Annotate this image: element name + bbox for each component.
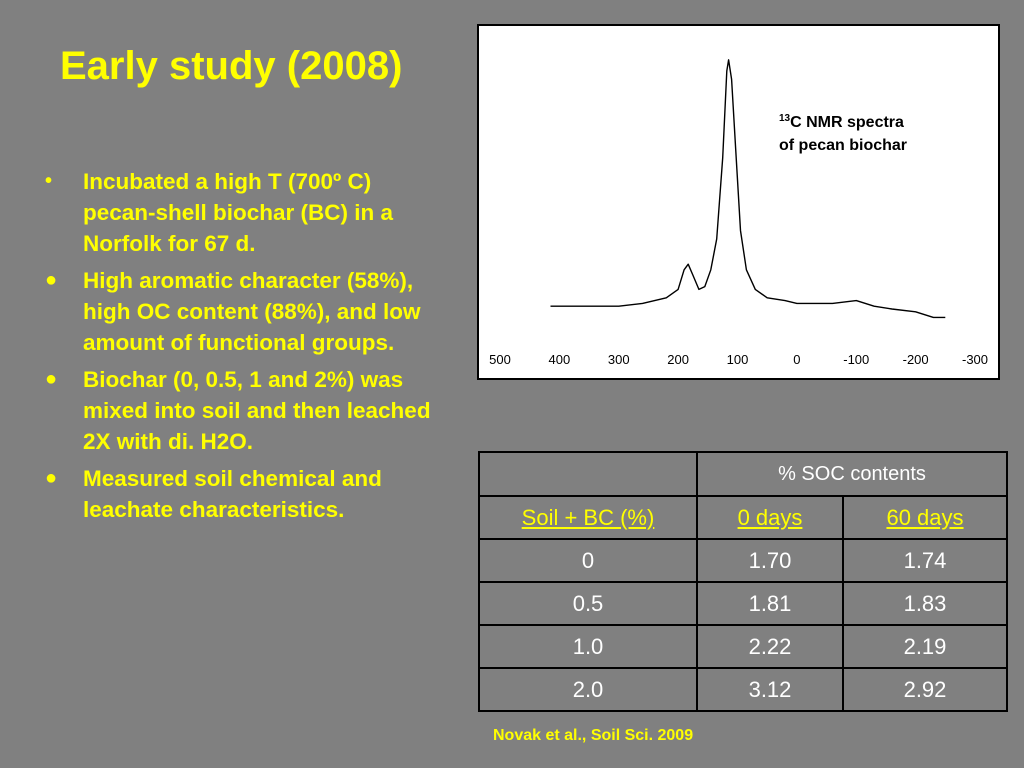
table-row: Soil + BC (%) 0 days 60 days [478, 495, 1008, 540]
bullet-item: ● High aromatic character (58%), high OC … [45, 265, 440, 358]
bullet-item: • Incubated a high T (700º C) pecan-shell… [45, 166, 440, 259]
x-tick-label: -200 [903, 352, 929, 367]
x-tick-label: 400 [549, 352, 571, 367]
table-cell: 0.5 [478, 581, 698, 626]
table-cell [478, 451, 698, 497]
x-tick-label: -100 [843, 352, 869, 367]
column-header: 60 days [842, 495, 1008, 540]
x-tick-label: -300 [962, 352, 988, 367]
table-cell: 1.74 [842, 538, 1008, 583]
citation: Novak et al., Soil Sci. 2009 [493, 727, 694, 744]
table-cell: 1.81 [696, 581, 844, 626]
x-tick-label: 100 [727, 352, 749, 367]
table-cell: 2.0 [478, 667, 698, 712]
bullet-list: • Incubated a high T (700º C) pecan-shell… [45, 166, 440, 531]
x-tick-label: 200 [667, 352, 689, 367]
table-row: 0.5 1.81 1.83 [478, 581, 1008, 626]
table-cell: 2.22 [696, 624, 844, 669]
spectrum-line [550, 59, 946, 319]
table-row: % SOC contents [478, 451, 1008, 497]
annotation-sup: 13 [779, 113, 791, 124]
group-header: % SOC contents [696, 451, 1008, 497]
annotation: 13C NMR spectra [779, 113, 904, 131]
bullet-item: ● Biochar (0, 0.5, 1 and 2%) was mixed in… [45, 364, 440, 457]
nmr-chart: 13C NMR spectra of pecan biochar 500 400 3… [477, 24, 1000, 380]
annotation-line: of pecan biochar [779, 137, 907, 154]
bullet-marker: • [45, 170, 53, 192]
table-row: 2.0 3.12 2.92 [478, 667, 1008, 712]
bullet-item: ● Measured soil chemical and leachate cha… [45, 463, 440, 525]
table-cell: 0 [478, 538, 698, 583]
bullet-marker: ● [45, 368, 58, 390]
table-cell: 3.12 [696, 667, 844, 712]
soc-table: % SOC contents Soil + BC (%) 0 days 60 days… [478, 451, 1008, 712]
table-cell: 2.92 [842, 667, 1008, 712]
table-cell: 2.19 [842, 624, 1008, 669]
table-cell: 1.70 [696, 538, 844, 583]
x-tick-label: 0 [793, 352, 800, 367]
bullet-marker: ● [45, 269, 58, 291]
column-header: 0 days [696, 495, 844, 540]
bullet-marker: ● [45, 467, 58, 489]
table-cell: 1.83 [842, 581, 1008, 626]
column-header: Soil + BC (%) [478, 495, 698, 540]
table-cell: 1.0 [478, 624, 698, 669]
slide-title: Early study (2008) [60, 44, 403, 88]
x-tick-label: 500 [489, 352, 511, 367]
bullet-text: High aromatic character (58%), high OC c… [83, 268, 421, 355]
bullet-text: Measured soil chemical and leachate char… [83, 466, 382, 522]
bullet-text: Biochar (0, 0.5, 1 and 2%) was mixed int… [83, 367, 431, 454]
table-row: 1.0 2.22 2.19 [478, 624, 1008, 669]
table-row: 0 1.70 1.74 [478, 538, 1008, 583]
x-tick-label: 300 [608, 352, 630, 367]
annotation-line: C NMR spectra [790, 114, 904, 131]
bullet-text: Incubated a high T (700º C) pecan-shell … [83, 169, 394, 256]
